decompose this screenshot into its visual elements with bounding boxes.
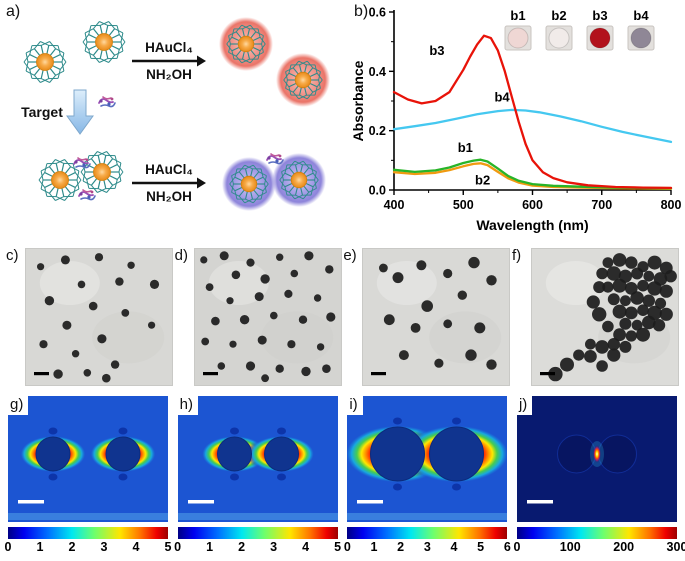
colorbar-tick: 0 <box>174 540 182 554</box>
svg-text:Wavelength (nm): Wavelength (nm) <box>476 217 588 233</box>
panel-a-schematic: a) HAuCl₄ <box>0 0 348 242</box>
colorbar-tick: 3 <box>270 540 278 554</box>
svg-text:0.4: 0.4 <box>369 65 386 79</box>
colorbar-tick: 5 <box>164 540 172 554</box>
colorbar-tick: 5 <box>334 540 342 554</box>
panel-sim-i: i) 0 1 2 3 4 5 6 <box>343 396 511 556</box>
colorbar-tick: 2 <box>397 540 405 554</box>
panel-tem-c: c) <box>6 248 173 386</box>
svg-text:800: 800 <box>661 198 682 212</box>
panel-sim-h: h) 0 1 2 3 4 5 <box>174 396 342 556</box>
colorbar-ticks-i: 0 1 2 3 4 5 6 <box>343 540 511 556</box>
field-map-j: j) <box>516 396 677 522</box>
colorbar-tick: 0 <box>343 540 351 554</box>
colorbar-tick: 3 <box>100 540 108 554</box>
panel-a-label: a) <box>6 3 21 20</box>
tem-image-f <box>530 248 679 386</box>
panel-tem-d-label: d) <box>174 247 188 264</box>
panel-tem-f: f) <box>512 248 679 386</box>
svg-text:b1: b1 <box>458 140 473 155</box>
absorbance-chart: 400 500 600 700 800 0.0 0.2 0.4 0.6 b3 b4 b1 b2 Wavel… <box>350 6 682 234</box>
field-map-g: g) <box>8 396 168 522</box>
panel-tem-e: e) <box>343 247 511 386</box>
colorbar-tick: 0 <box>513 540 521 554</box>
colorbar-tick: 100 <box>559 540 581 554</box>
svg-text:b2: b2 <box>475 173 490 188</box>
reagent-nh2oh-top: NH₂OH <box>146 67 192 82</box>
colorbar-i <box>347 527 508 539</box>
colorbar-tick: 4 <box>302 540 310 554</box>
tem-image-d <box>193 248 342 386</box>
field-map-image-i <box>347 396 508 522</box>
colorbar-h <box>177 527 338 539</box>
tem-image-c <box>25 248 173 386</box>
colorbar-ticks-g: 0 1 2 3 4 5 <box>4 540 172 556</box>
colorbar-tick: 6 <box>503 540 511 554</box>
field-map-image-j <box>516 396 677 522</box>
reagent-nh2oh-bottom: NH₂OH <box>146 189 192 204</box>
svg-text:b3: b3 <box>592 8 607 23</box>
svg-text:b4: b4 <box>633 8 649 23</box>
tem-row: c) d) e) f) <box>0 248 685 386</box>
panel-sim-j: j) 0 100 200 300 <box>513 396 685 556</box>
target-label: Target <box>21 104 63 120</box>
panel-b-label: b) <box>354 3 369 20</box>
tem-image-e <box>362 248 511 386</box>
panel-sim-j-label: j) <box>516 396 533 415</box>
colorbar-ticks-j: 0 100 200 300 <box>513 540 685 556</box>
colorbar-tick: 1 <box>36 540 44 554</box>
svg-text:0.2: 0.2 <box>369 124 386 138</box>
field-map-h: h) <box>177 396 338 522</box>
panel-b-spectra: b) 400 500 600 700 800 0.0 0.2 0.4 0.6 b3 b4 b1 b2 Wa… <box>348 0 685 242</box>
colorbar-tick: 200 <box>613 540 635 554</box>
svg-text:500: 500 <box>453 198 474 212</box>
panel-tem-d: d) <box>175 248 342 386</box>
colorbar-j <box>516 527 677 539</box>
svg-text:b3: b3 <box>429 43 444 58</box>
colorbar-tick: 1 <box>206 540 214 554</box>
panel-sim-h-label: h) <box>177 396 198 415</box>
panel-tem-e-label: e) <box>343 247 357 264</box>
svg-text:b2: b2 <box>551 8 566 23</box>
colorbar-ticks-h: 0 1 2 3 4 5 <box>174 540 342 556</box>
colorbar-tick: 4 <box>450 540 458 554</box>
colorbar-tick: 3 <box>423 540 431 554</box>
reaction-scheme-illustration: HAuCl₄ NH₂OH HAuCl₄ NH₂OH Target <box>21 17 330 211</box>
colorbar-tick: 300 <box>666 540 685 554</box>
colorbar-tick: 2 <box>68 540 76 554</box>
svg-text:Absorbance: Absorbance <box>350 60 366 141</box>
field-map-image-g <box>8 396 168 522</box>
field-map-i: i) <box>347 396 508 522</box>
svg-text:400: 400 <box>384 198 405 212</box>
panel-sim-g-label: g) <box>8 396 29 415</box>
panel-sim-g: g) 0 1 2 3 4 5 <box>4 396 172 556</box>
panel-tem-f-label: f) <box>511 247 522 264</box>
svg-text:700: 700 <box>591 198 612 212</box>
colorbar-tick: 5 <box>477 540 485 554</box>
panel-tem-c-label: c) <box>6 247 19 264</box>
top-row: a) HAuCl₄ <box>0 0 685 242</box>
svg-text:b1: b1 <box>510 8 525 23</box>
svg-text:0.0: 0.0 <box>369 184 386 198</box>
svg-text:b4: b4 <box>494 90 510 105</box>
panel-sim-i-label: i) <box>347 396 363 415</box>
reagent-haucl4-bottom: HAuCl₄ <box>145 162 193 177</box>
colorbar-tick: 2 <box>238 540 246 554</box>
reagent-haucl4-top: HAuCl₄ <box>145 40 193 55</box>
simulation-row: g) 0 1 2 3 4 5 h) <box>0 396 685 556</box>
colorbar-g <box>8 527 168 539</box>
colorbar-tick: 4 <box>132 540 140 554</box>
colorbar-tick: 1 <box>370 540 378 554</box>
svg-text:0.6: 0.6 <box>369 6 386 20</box>
field-map-image-h <box>177 396 338 522</box>
svg-text:600: 600 <box>522 198 543 212</box>
colorbar-tick: 0 <box>4 540 12 554</box>
